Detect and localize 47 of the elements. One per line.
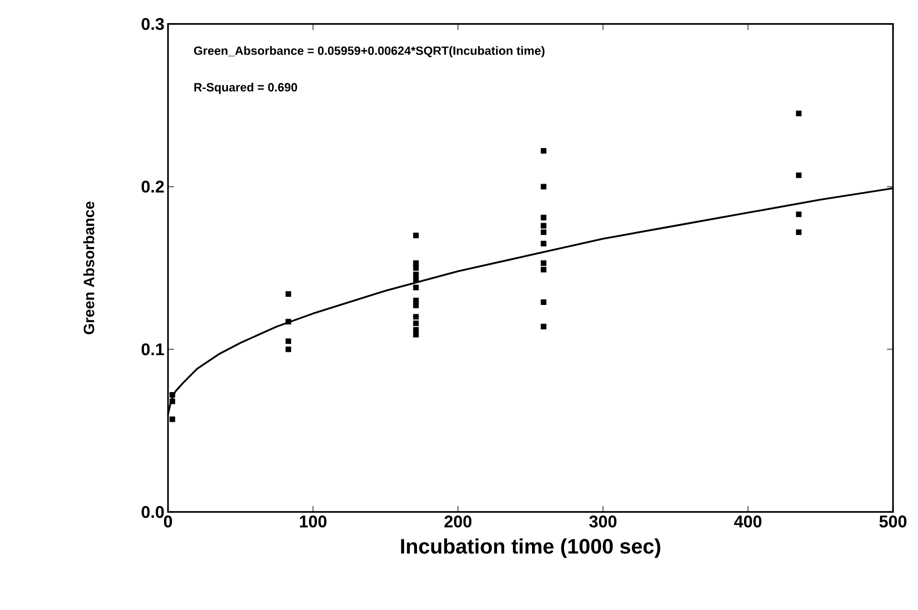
point bbox=[540, 184, 546, 190]
x-tick-label: 500 bbox=[879, 516, 906, 528]
point bbox=[540, 148, 546, 154]
y-tick-label: 0.1 bbox=[142, 343, 164, 356]
point bbox=[413, 265, 419, 271]
point bbox=[413, 284, 419, 290]
point bbox=[170, 416, 176, 422]
x-tick-label: 300 bbox=[589, 516, 616, 528]
point bbox=[413, 232, 419, 238]
y-tick-label: 0.2 bbox=[142, 180, 164, 193]
x-tick-label: 400 bbox=[734, 516, 762, 528]
point bbox=[170, 392, 176, 398]
point bbox=[796, 212, 802, 218]
point bbox=[413, 320, 419, 326]
point bbox=[796, 172, 802, 178]
point bbox=[540, 240, 546, 246]
point bbox=[413, 327, 419, 333]
point bbox=[170, 398, 176, 404]
x-tick-label: 200 bbox=[444, 516, 472, 528]
x-tick-label: 0 bbox=[164, 516, 172, 528]
x-axis-title: Incubation time (1000 sec) bbox=[401, 538, 660, 558]
point bbox=[796, 229, 802, 235]
point bbox=[540, 222, 546, 228]
x-tick-label: 100 bbox=[300, 516, 326, 528]
y-tick-label: 0.3 bbox=[142, 18, 164, 30]
point bbox=[540, 299, 546, 305]
point bbox=[286, 346, 292, 352]
y-tick-label: 0.0 bbox=[142, 506, 164, 518]
point bbox=[413, 298, 419, 304]
point bbox=[413, 260, 419, 266]
point bbox=[286, 291, 292, 297]
annotation: Green_Absorbance = 0.05959+0.00624*SQRT(Incubation time) bbox=[194, 46, 544, 58]
point bbox=[796, 110, 802, 116]
point bbox=[286, 338, 292, 344]
y-axis-title: Green Absorbance bbox=[83, 202, 94, 334]
point bbox=[413, 272, 419, 278]
point bbox=[540, 260, 546, 266]
point bbox=[540, 214, 546, 220]
point bbox=[540, 266, 546, 272]
point bbox=[413, 302, 419, 308]
point bbox=[540, 324, 546, 330]
point bbox=[413, 314, 419, 320]
point bbox=[413, 332, 419, 338]
annotation: R-Squared = 0.690 bbox=[194, 82, 298, 94]
point bbox=[286, 318, 292, 324]
point bbox=[540, 229, 546, 235]
point bbox=[413, 276, 419, 282]
